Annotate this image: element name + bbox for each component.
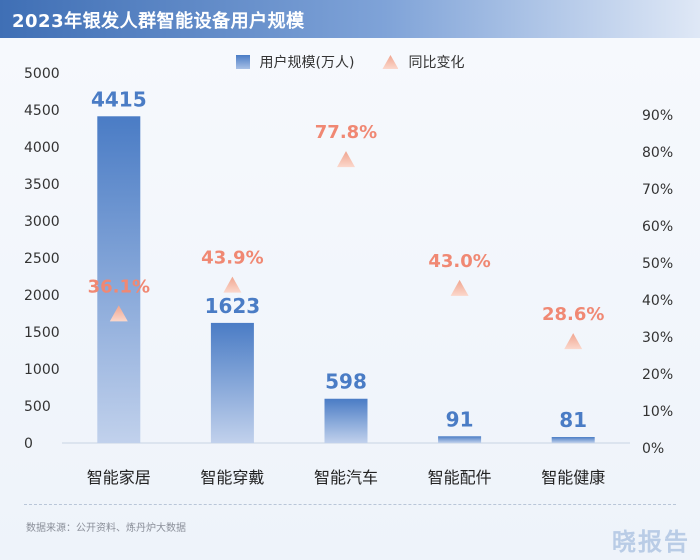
yoy-triangle-marker (564, 333, 583, 350)
yoy-pct-label: 77.8% (315, 122, 377, 143)
yoy-pct-label: 36.1% (88, 276, 150, 297)
legend-item-yoy: 同比变化 (382, 52, 464, 72)
y-right-tick-label: 20% (642, 367, 673, 383)
legend-triangle-swatch (382, 55, 399, 69)
y-right-tick-label: 70% (642, 182, 673, 198)
y-left-tick-label: 0 (24, 436, 33, 452)
y-right-tick-label: 80% (642, 145, 673, 161)
bar (324, 398, 368, 443)
legend-item-users: 用户规模(万人) (235, 52, 355, 72)
legend-bar-label: 用户规模(万人) (259, 55, 355, 71)
chart-title: 2023年银发人群智能设备用户规模 (12, 11, 305, 32)
legend-bar-swatch (235, 55, 250, 69)
y-right-tick-label: 50% (642, 256, 673, 272)
y-left-tick-label: 4500 (24, 103, 60, 119)
bar-value-label: 598 (325, 370, 367, 394)
brand-logo: 晓报告 (612, 528, 690, 556)
yoy-triangle-marker (337, 151, 355, 168)
bar (551, 437, 595, 443)
y-left-tick-label: 3500 (24, 177, 60, 193)
labels: 4415 智能家居 36.1% 1623 智能穿戴 43.9% 598 智能汽车 77.8% 91… (87, 87, 605, 487)
y-left-tick-label: 1500 (24, 325, 60, 341)
chart-svg: 0 500 1000 1500 2000 2500 3000 3500 4000 4500 5000… (24, 66, 673, 487)
bar (97, 116, 141, 443)
y-left-tick-label: 2000 (24, 288, 60, 304)
category-label: 智能穿戴 (200, 468, 264, 487)
bar-value-label: 91 (446, 407, 474, 431)
bar (210, 322, 254, 443)
category-label: 智能家居 (87, 468, 151, 487)
bars (97, 116, 595, 443)
y-left-tick-label: 500 (24, 399, 51, 415)
divider (24, 504, 676, 505)
y-left-tick-label: 1000 (24, 362, 60, 378)
yoy-triangle-marker (109, 305, 128, 322)
yoy-triangle-marker (223, 276, 242, 293)
y-left-tick-label: 2500 (24, 251, 60, 267)
title-bar: 2023年银发人群智能设备用户规模 (0, 0, 700, 38)
source-note: 数据来源：公开资料、炼丹炉大数据 (26, 523, 186, 534)
bar-value-label: 1623 (205, 294, 261, 318)
bar-value-label: 4415 (91, 87, 147, 111)
y-right-tick-label: 30% (642, 330, 673, 346)
y-right-tick-label: 90% (642, 108, 673, 124)
bar (438, 436, 482, 443)
yoy-triangle-marker (450, 279, 469, 296)
yoy-pct-label: 43.9% (201, 248, 263, 269)
y-right-tick-label: 40% (642, 293, 673, 309)
yoy-pct-label: 28.6% (542, 304, 604, 325)
axes: 0 500 1000 1500 2000 2500 3000 3500 4000 4500 5000… (24, 66, 673, 457)
yoy-pct-label: 43.0% (428, 251, 490, 272)
y-right-tick-label: 0% (642, 441, 664, 457)
category-label: 智能健康 (541, 468, 605, 487)
category-label: 智能汽车 (314, 468, 378, 487)
y-right-tick-label: 60% (642, 219, 673, 235)
y-left-tick-label: 5000 (24, 66, 60, 82)
legend: 用户规模(万人) 同比变化 (0, 52, 700, 72)
bar-value-label: 81 (559, 408, 587, 432)
y-right-tick-label: 10% (642, 404, 673, 420)
y-left-tick-label: 4000 (24, 140, 60, 156)
category-label: 智能配件 (428, 468, 492, 487)
y-left-tick-label: 3000 (24, 214, 60, 230)
legend-tri-label: 同比变化 (408, 55, 465, 71)
